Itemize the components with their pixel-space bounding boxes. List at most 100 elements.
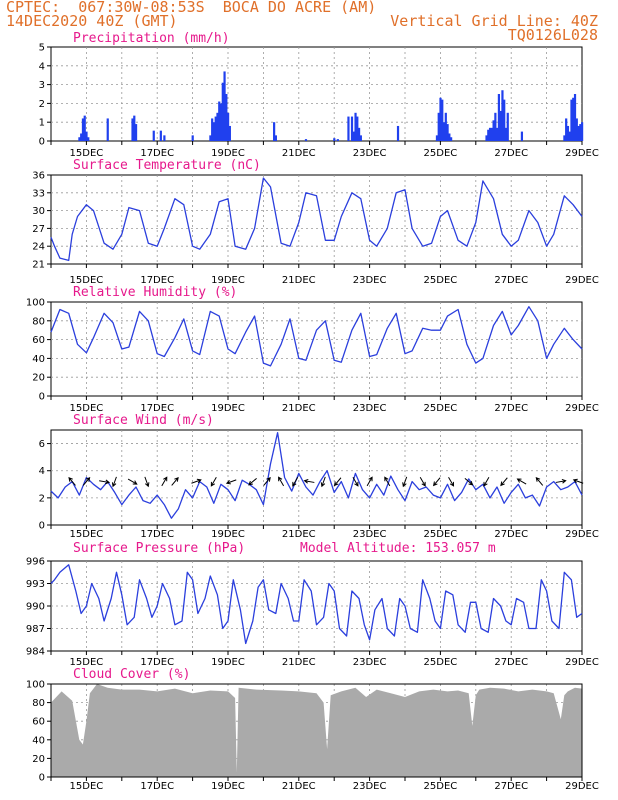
pres-ytick-label: 996 [26,557,45,568]
wind-arrow [464,477,474,486]
precip-bar [446,124,449,141]
precip-bar [439,97,442,141]
precip-bar [78,137,81,141]
rh-xtick-label: 21DEC [282,403,316,414]
rh-ytick-label: 80 [32,316,45,327]
wind-arrow [68,476,76,486]
temp-xtick-label: 23DEC [353,275,387,286]
cloud-frame-overlay [50,683,583,778]
wind-arrow [171,476,179,486]
wind-arrow [248,477,257,486]
precip-frame [50,46,583,142]
precip-bar [221,82,224,141]
pres-xtick-label: 19DEC [211,657,245,668]
rh-xtick-label: 17DEC [140,403,174,414]
precip-ytick-label: 2 [39,99,45,110]
rh-ytick-label: 40 [32,354,45,365]
temp-xtick-label: 19DEC [211,275,245,286]
header-grid-note: Vertical Grid Line: 40Z [390,12,598,30]
wind-arrow [320,476,326,488]
precip-bar [356,116,359,141]
wind-arrow [111,476,117,488]
wind-arrow [333,477,342,487]
wind-ytick-label: 0 [39,521,45,532]
rh-xtick-label: 27DEC [494,403,528,414]
wind-arrow [535,476,544,486]
precip-bar [504,127,508,141]
rh-xtick-label: 23DEC [353,403,387,414]
rh-frame [50,301,583,397]
temp-ytick-label: 33 [32,188,45,199]
precip-bar [437,112,440,141]
cloud-cover-area [51,684,582,777]
pres-ytick-label: 987 [26,624,45,635]
precip-bar [581,122,584,141]
temp-ytick-label: 27 [32,224,45,235]
wind-xtick-label: 17DEC [140,529,174,540]
cloud-xtick-label: 15DEC [70,781,104,792]
rh-ytick-label: 60 [32,335,45,346]
wind-frame [50,429,583,526]
precip-bar [570,99,573,141]
precip-bar [441,99,444,141]
header-line1: CPTEC: 067:30W-08:53S BOCA DO ACRE (AM) [6,0,377,16]
precip-bar [163,135,166,141]
wind-arrow [555,478,567,484]
precip-bar [214,116,217,141]
cloud-ytick-label: 0 [39,773,45,784]
precip-bar [487,129,490,141]
wind-xtick-label: 27DEC [494,529,528,540]
cloud-xtick-label: 17DEC [140,781,174,792]
rh-xtick-label: 25DEC [424,403,458,414]
precip-bar [577,125,580,141]
precip-bar [503,99,506,141]
header-model-id: TQ0126L028 [507,26,598,44]
pres-xtick-label: 15DEC [70,657,104,668]
rh-xtick-label: 15DEC [70,403,104,414]
pres-subtitle: Model Altitude: 153.057 m [300,541,496,556]
precip-bar [450,137,453,141]
precip-bar [225,94,228,141]
wind-arrow [366,476,373,487]
wind-arrow [500,477,508,487]
wind-arrow [419,476,426,487]
precip-bar [563,135,566,141]
precip-xtick-label: 23DEC [353,148,387,159]
precip-bar [354,112,357,141]
cloud-ytick-label: 60 [32,717,45,728]
wind-arrow [572,478,584,484]
precip-bar [497,94,501,141]
wind-arrow [127,478,138,485]
pres-ytick-label: 990 [26,602,45,613]
precip-bar [488,127,492,141]
precip-bar [490,127,493,141]
precip-bar [159,130,162,141]
precip-bar [442,122,446,141]
precip-xtick-label: 25DEC [424,148,458,159]
precip-bar [209,135,212,141]
rh-xtick-label: 29DEC [565,403,599,414]
pres-xtick-label: 23DEC [353,657,387,668]
cloud-ytick-label: 40 [32,735,45,746]
wind-arrow [432,477,441,487]
temp-ytick-label: 24 [32,242,45,253]
precip-bar [494,112,497,141]
wind-arrow [99,479,111,485]
temp-ytick-label: 30 [32,206,45,217]
precip-bar [80,133,83,141]
precip-bar [227,112,230,141]
precip-bar [106,118,109,141]
precip-bar [572,97,575,141]
precip-bar [357,127,361,141]
pres-ytick-label: 993 [26,579,45,590]
precip-bar [336,139,339,141]
precip-bar [228,125,231,141]
precip-bar [81,118,85,141]
cloud-xtick-label: 29DEC [565,781,599,792]
precip-ytick-label: 0 [39,137,45,148]
wind-arrow [402,476,408,488]
wind-xtick-label: 23DEC [353,529,387,540]
temp-frame [50,174,583,265]
wind-ytick-label: 4 [39,466,45,477]
